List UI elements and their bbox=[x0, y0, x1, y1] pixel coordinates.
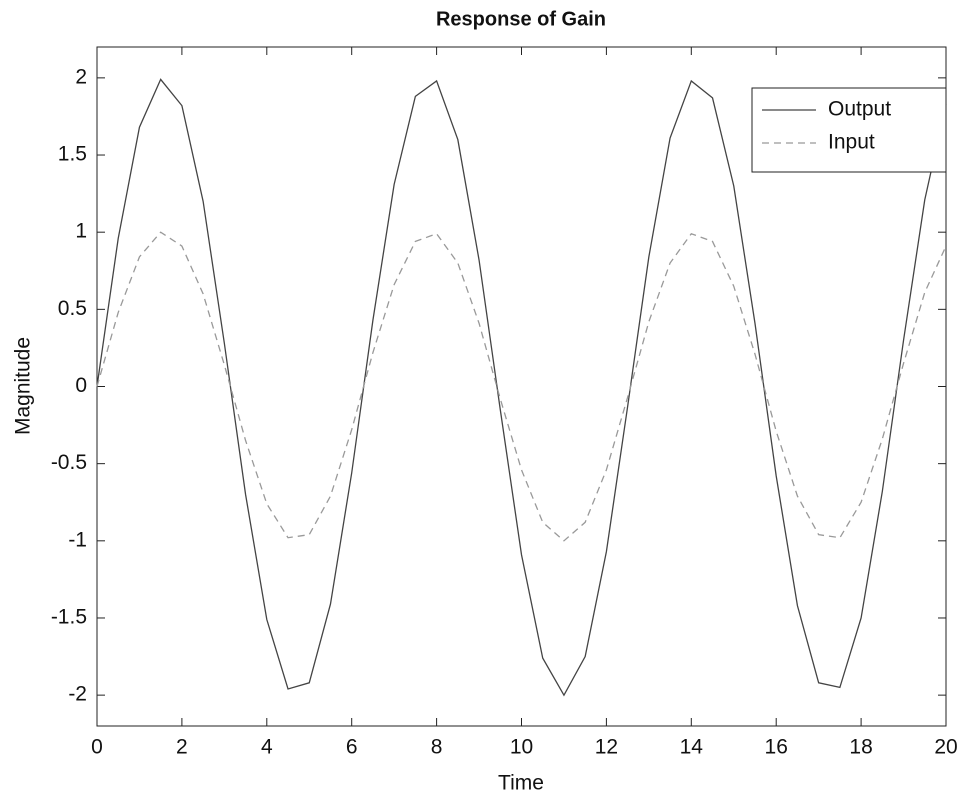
y-tick-label: -1.5 bbox=[51, 606, 87, 629]
chart-title: Response of Gain bbox=[436, 8, 606, 30]
x-tick-label: 20 bbox=[934, 736, 957, 759]
x-tick-label: 0 bbox=[91, 736, 103, 759]
x-tick-label: 2 bbox=[176, 736, 188, 759]
y-tick-label: -1 bbox=[68, 528, 87, 551]
y-tick-label: 1.5 bbox=[58, 143, 87, 166]
y-axis-label: Magnitude bbox=[12, 337, 35, 435]
y-tick-label: 0 bbox=[75, 374, 87, 397]
legend-box bbox=[751, 87, 947, 173]
x-axis-label: Time bbox=[498, 772, 544, 795]
y-tick-label: 2 bbox=[75, 65, 87, 88]
x-tick-label: 8 bbox=[431, 736, 443, 759]
x-tick-label: 18 bbox=[849, 736, 872, 759]
legend-label: Input bbox=[828, 131, 875, 154]
y-tick-label: -2 bbox=[68, 683, 87, 706]
y-tick-label: -0.5 bbox=[51, 451, 87, 474]
x-tick-label: 14 bbox=[680, 736, 704, 759]
x-tick-label: 16 bbox=[765, 736, 788, 759]
x-tick-label: 10 bbox=[510, 736, 533, 759]
x-tick-label: 6 bbox=[346, 736, 358, 759]
x-tick-label: 4 bbox=[261, 736, 273, 759]
legend-label: Output bbox=[828, 98, 891, 121]
y-tick-label: 0.5 bbox=[58, 297, 87, 320]
series-line bbox=[96, 78, 947, 697]
y-tick-label: 1 bbox=[75, 220, 87, 243]
series-line bbox=[96, 231, 947, 542]
x-tick-label: 12 bbox=[595, 736, 618, 759]
